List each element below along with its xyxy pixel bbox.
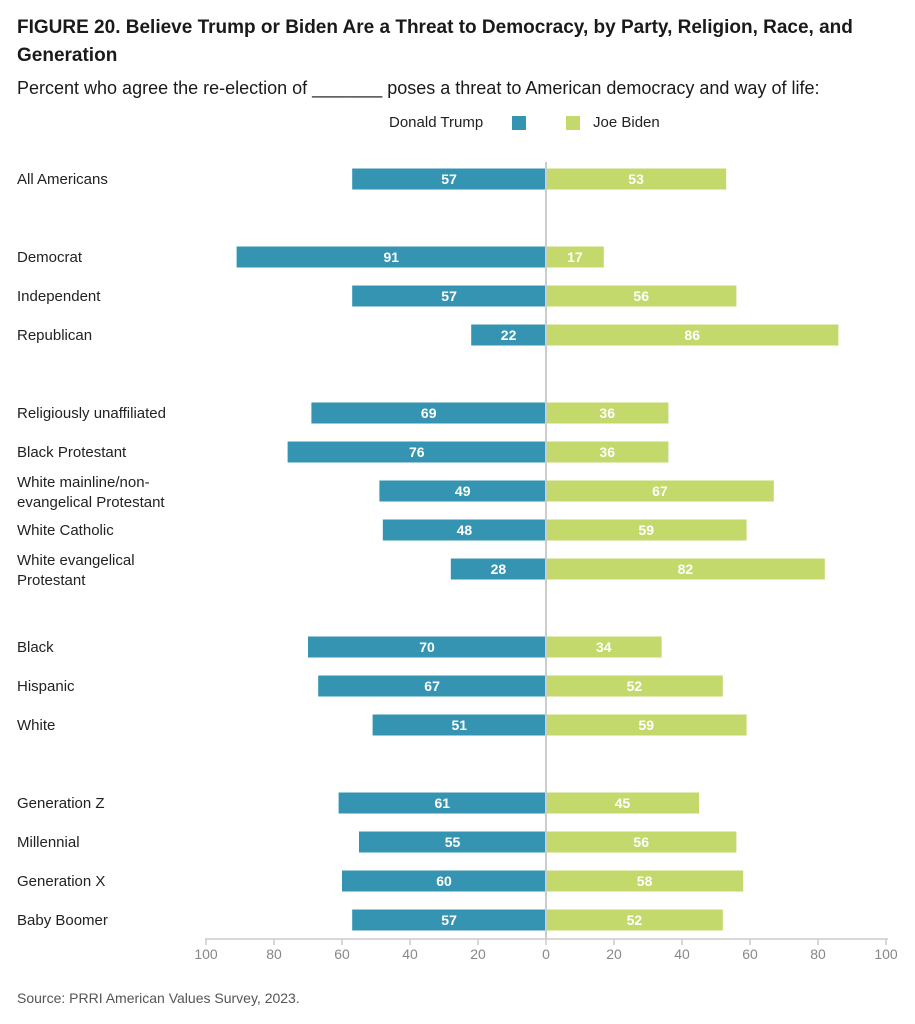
category-label: Democrat: [17, 249, 83, 266]
category-label: White mainline/non-evangelical Protestan…: [17, 474, 165, 511]
bar-biden: [546, 558, 825, 580]
bar-biden: [546, 675, 723, 697]
x-tick-label: 60: [334, 946, 350, 962]
data-label-biden: 36: [599, 444, 615, 460]
bar-biden: [546, 324, 839, 346]
bar-trump: [379, 480, 546, 502]
category-label: Republican: [17, 327, 92, 344]
category-label: Generation X: [17, 873, 105, 890]
category-label: Millennial: [17, 834, 80, 851]
bar-biden: [546, 831, 737, 853]
bar-biden: [546, 909, 723, 931]
data-label-trump: 70: [419, 639, 435, 655]
bar-trump: [318, 675, 546, 697]
data-label-trump: 69: [421, 405, 437, 421]
bar-biden: [546, 519, 747, 541]
bar-biden: [546, 285, 737, 307]
bar-trump: [359, 831, 546, 853]
bar-biden: [546, 870, 744, 892]
data-label-biden: 36: [599, 405, 615, 421]
data-label-trump: 51: [452, 717, 468, 733]
bar-trump: [342, 870, 546, 892]
data-label-biden: 52: [627, 678, 643, 694]
data-label-biden: 56: [633, 834, 649, 850]
category-label: Generation Z: [17, 795, 105, 812]
data-label-trump: 55: [445, 834, 461, 850]
x-tick-label: 80: [810, 946, 826, 962]
chart-title: FIGURE 20. Believe Trump or Biden Are a …: [17, 17, 853, 66]
data-label-trump: 57: [441, 171, 457, 187]
legend-label-biden: Joe Biden: [593, 114, 660, 131]
data-label-trump: 22: [501, 327, 517, 343]
bar-biden: [546, 246, 604, 268]
category-label: All Americans: [17, 171, 108, 188]
data-label-biden: 52: [627, 912, 643, 928]
bar-biden: [546, 792, 699, 814]
data-label-biden: 45: [615, 795, 631, 811]
x-tick-label: 40: [402, 946, 418, 962]
data-label-trump: 57: [441, 288, 457, 304]
legend-swatch-trump: [512, 116, 526, 130]
x-tick-label: 100: [194, 946, 218, 962]
category-label: White: [17, 717, 55, 734]
legend-swatch-biden: [566, 116, 580, 130]
bar-trump: [338, 792, 546, 814]
bar-biden: [546, 714, 747, 736]
data-label-biden: 82: [678, 561, 694, 577]
data-label-biden: 58: [637, 873, 653, 889]
category-label: Religiously unaffiliated: [17, 405, 166, 422]
legend-label-trump: Donald Trump: [389, 114, 484, 131]
diverging-bar-chart: All Americans 57 53 Democrat 91 17 Independent…: [17, 162, 898, 962]
data-label-biden: 53: [628, 171, 644, 187]
data-label-trump: 49: [455, 483, 471, 499]
bar-trump: [471, 324, 546, 346]
data-label-trump: 91: [384, 249, 400, 265]
x-tick-label: 40: [674, 946, 690, 962]
bar-trump: [372, 714, 546, 736]
data-label-trump: 76: [409, 444, 425, 460]
data-label-trump: 67: [424, 678, 440, 694]
chart-subtitle: Percent who agree the re-election of ___…: [17, 78, 820, 98]
data-label-trump: 28: [491, 561, 507, 577]
data-label-trump: 57: [441, 912, 457, 928]
category-label: Black: [17, 639, 54, 656]
category-label: Black Protestant: [17, 444, 127, 461]
data-label-biden: 67: [652, 483, 668, 499]
x-tick-label: 60: [742, 946, 758, 962]
bar-trump: [308, 636, 546, 658]
bar-trump: [352, 909, 546, 931]
source-note: Source: PRRI American Values Survey, 202…: [17, 990, 300, 1006]
data-label-biden: 86: [684, 327, 700, 343]
bar-trump: [287, 441, 546, 463]
bar-trump: [450, 558, 546, 580]
data-label-biden: 17: [567, 249, 583, 265]
x-tick-label: 0: [542, 946, 550, 962]
bar-trump: [311, 402, 546, 424]
data-label-trump: 60: [436, 873, 452, 889]
data-label-trump: 61: [435, 795, 451, 811]
x-tick-label: 80: [266, 946, 282, 962]
bar-trump: [382, 519, 546, 541]
bar-biden: [546, 480, 774, 502]
data-label-biden: 34: [596, 639, 612, 655]
category-label: Independent: [17, 288, 101, 305]
category-label: Hispanic: [17, 678, 75, 695]
data-label-trump: 48: [457, 522, 473, 538]
x-tick-label: 20: [606, 946, 622, 962]
bar-biden: [546, 636, 662, 658]
category-label: Baby Boomer: [17, 912, 108, 929]
data-label-biden: 59: [639, 522, 655, 538]
bar-biden: [546, 402, 669, 424]
bar-biden: [546, 168, 727, 190]
bar-trump: [352, 285, 546, 307]
bar-trump: [236, 246, 546, 268]
x-tick-label: 100: [874, 946, 898, 962]
data-label-biden: 59: [639, 717, 655, 733]
data-label-biden: 56: [633, 288, 649, 304]
bar-biden: [546, 441, 669, 463]
x-tick-label: 20: [470, 946, 486, 962]
bar-trump: [352, 168, 546, 190]
category-label: White evangelical Protestant: [17, 552, 135, 589]
category-label: White Catholic: [17, 522, 114, 539]
